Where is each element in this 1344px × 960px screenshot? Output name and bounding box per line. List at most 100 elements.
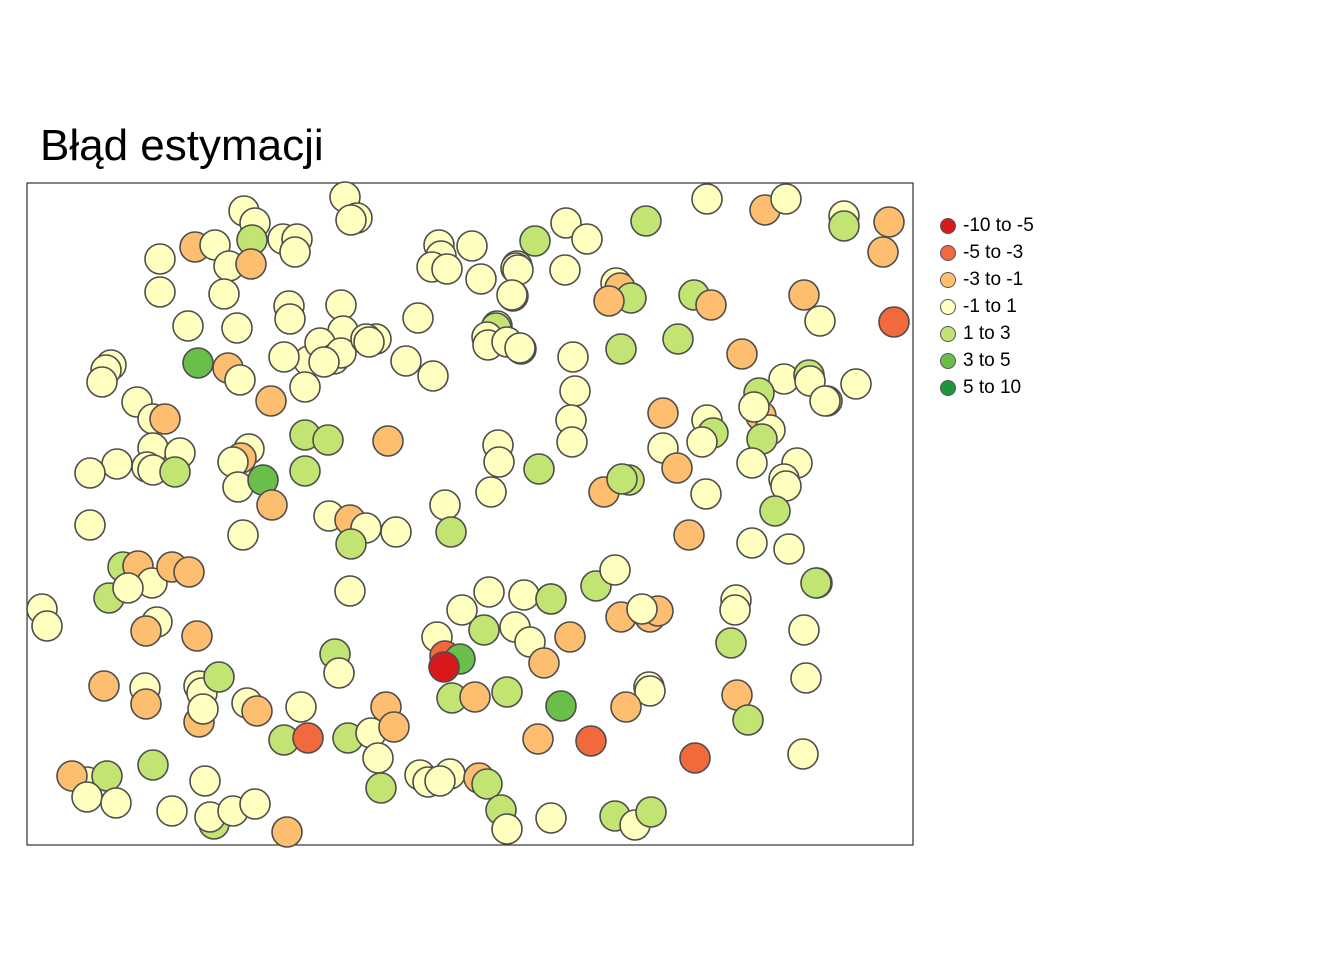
data-point — [690, 478, 722, 510]
data-point — [491, 676, 523, 708]
legend-label: -1 to 1 — [963, 295, 1017, 317]
legend-swatch — [940, 244, 956, 261]
data-point — [556, 426, 588, 458]
data-point — [74, 457, 106, 489]
data-point — [182, 347, 214, 379]
legend-swatch — [940, 379, 956, 396]
legend-label: 5 to 10 — [963, 376, 1022, 398]
data-point — [137, 749, 169, 781]
legend-swatch — [940, 217, 956, 234]
legend-item: 5 to 10 — [940, 374, 1034, 401]
data-point — [335, 204, 367, 236]
data-point — [630, 205, 662, 237]
data-point — [279, 236, 311, 268]
data-point — [535, 583, 567, 615]
legend-label: 3 to 5 — [963, 349, 1011, 371]
data-point — [465, 263, 497, 295]
points-layer — [26, 181, 910, 848]
data-point — [274, 303, 306, 335]
data-point — [149, 403, 181, 435]
data-point — [156, 795, 188, 827]
data-point — [112, 572, 144, 604]
data-point — [285, 691, 317, 723]
data-point — [686, 426, 718, 458]
data-point — [380, 516, 412, 548]
data-point — [268, 341, 300, 373]
data-point — [661, 452, 693, 484]
data-point — [181, 620, 213, 652]
data-point — [554, 621, 586, 653]
data-point — [459, 681, 491, 713]
data-point — [208, 278, 240, 310]
data-point — [634, 675, 666, 707]
data-point — [130, 688, 162, 720]
data-point — [726, 338, 758, 370]
data-point — [289, 455, 321, 487]
legend-label: -10 to -5 — [963, 214, 1034, 236]
data-point — [605, 333, 637, 365]
data-point — [788, 614, 820, 646]
data-point — [788, 279, 820, 311]
data-point — [519, 225, 551, 257]
legend-item: 1 to 3 — [940, 320, 1034, 347]
data-point — [446, 594, 478, 626]
data-point — [227, 519, 259, 551]
data-point — [759, 495, 791, 527]
legend-item: -1 to 1 — [940, 293, 1034, 320]
data-point — [719, 594, 751, 626]
data-point — [239, 788, 271, 820]
data-point — [435, 516, 467, 548]
data-point — [335, 528, 367, 560]
data-point — [189, 765, 221, 797]
data-point — [172, 310, 204, 342]
data-point — [508, 579, 540, 611]
data-point — [736, 447, 768, 479]
data-point — [334, 575, 366, 607]
data-point — [559, 375, 591, 407]
data-point — [144, 243, 176, 275]
data-point — [691, 183, 723, 215]
data-point — [428, 651, 460, 683]
map-title: Błąd estymacji — [40, 121, 324, 170]
data-point — [523, 453, 555, 485]
data-point — [471, 768, 503, 800]
data-point — [402, 302, 434, 334]
data-point — [468, 614, 500, 646]
data-point — [241, 695, 273, 727]
data-point — [173, 556, 205, 588]
data-point — [873, 206, 905, 238]
data-point — [599, 554, 631, 586]
data-point — [456, 230, 488, 262]
data-point — [522, 723, 554, 755]
data-point — [475, 476, 507, 508]
data-point — [31, 610, 63, 642]
data-point — [224, 364, 256, 396]
data-point — [545, 690, 577, 722]
data-point — [431, 253, 463, 285]
data-point — [738, 391, 770, 423]
data-point — [840, 368, 872, 400]
data-point — [715, 627, 747, 659]
data-point — [74, 509, 106, 541]
data-point — [790, 662, 822, 694]
data-point — [203, 661, 235, 693]
data-point — [289, 371, 321, 403]
data-point — [372, 425, 404, 457]
data-point — [353, 326, 385, 358]
legend-item: -5 to -3 — [940, 239, 1034, 266]
data-point — [292, 722, 324, 754]
data-point — [365, 772, 397, 804]
legend: -10 to -5 -5 to -3 -3 to -1 -1 to 1 1 to 3 3 … — [940, 212, 1034, 401]
data-point — [575, 725, 607, 757]
data-point — [88, 670, 120, 702]
data-point — [424, 765, 456, 797]
data-point — [417, 360, 449, 392]
data-point — [101, 448, 133, 480]
legend-label: -5 to -3 — [963, 241, 1024, 263]
data-point — [71, 781, 103, 813]
data-point — [312, 424, 344, 456]
data-point — [828, 210, 860, 242]
legend-item: -3 to -1 — [940, 266, 1034, 293]
legend-swatch — [940, 325, 956, 342]
